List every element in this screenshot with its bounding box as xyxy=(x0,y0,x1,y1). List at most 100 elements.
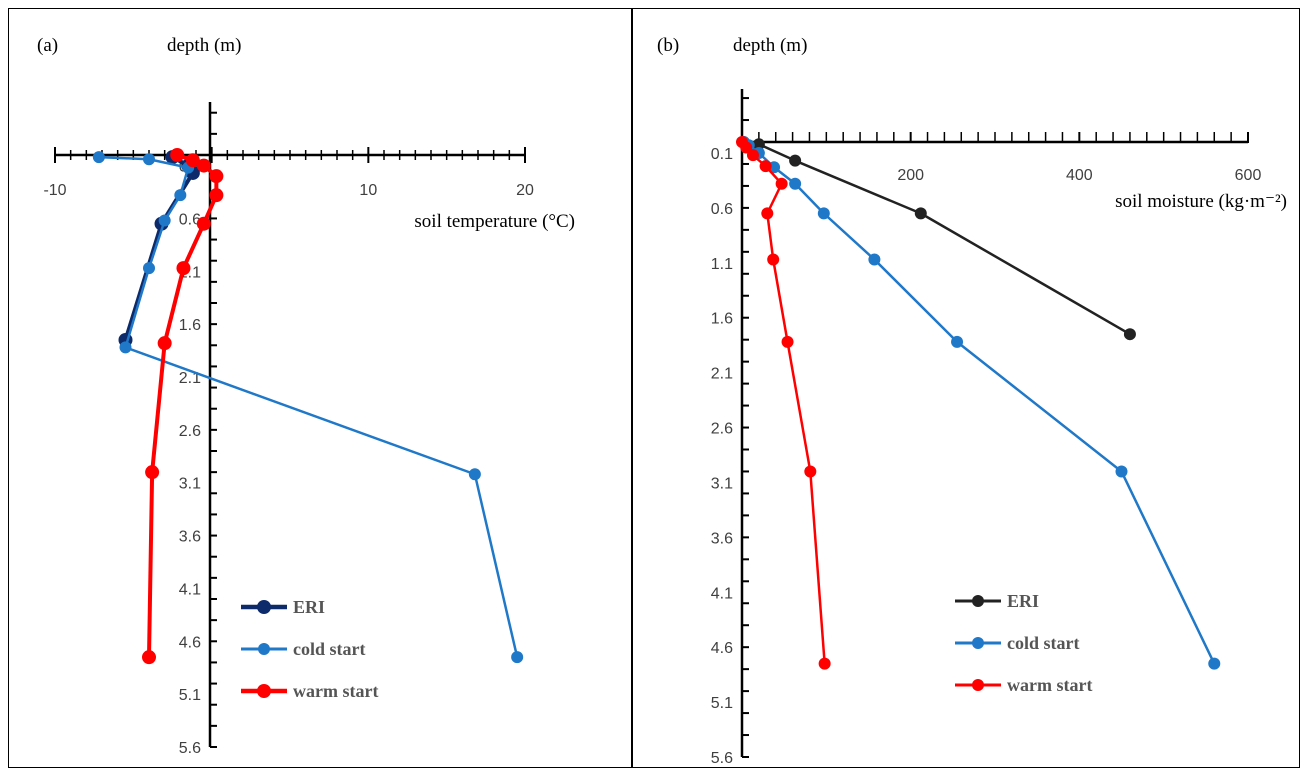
panel-label: (a) xyxy=(37,35,58,56)
legend-swatch-marker xyxy=(972,595,984,607)
series-line xyxy=(741,141,826,664)
data-point xyxy=(804,465,817,478)
legend-item: cold start xyxy=(241,639,365,659)
y-tick-label: 1.6 xyxy=(179,317,201,334)
series-layer xyxy=(92,148,524,665)
y-tick-label: 4.6 xyxy=(179,634,201,651)
data-point xyxy=(185,153,200,168)
data-point xyxy=(119,341,132,354)
data-point xyxy=(143,262,155,275)
y-tick-label: 1.1 xyxy=(711,256,733,273)
y-axis-title: depth (m) xyxy=(167,35,241,56)
legend-swatch-marker xyxy=(972,637,984,649)
data-point xyxy=(1115,465,1128,478)
y-tick-label: 4.6 xyxy=(711,640,733,657)
y-tick-label: 0.6 xyxy=(179,211,201,228)
axes: 0.10.61.11.62.12.63.13.64.14.65.15.6-101… xyxy=(43,102,534,757)
data-point xyxy=(142,650,156,665)
data-point xyxy=(511,651,524,664)
legend-label: cold start xyxy=(1007,633,1079,653)
data-point xyxy=(145,465,160,480)
data-point xyxy=(951,335,964,348)
series-warm-start xyxy=(142,148,224,665)
x-axis-title: soil moisture (kg·m⁻²) xyxy=(1115,191,1287,212)
x-tick-label: -10 xyxy=(43,182,66,199)
legend-swatch-marker xyxy=(257,600,271,614)
legend-label: cold start xyxy=(293,639,365,659)
data-point xyxy=(170,148,185,162)
data-point xyxy=(92,151,105,164)
y-tick-label: 3.6 xyxy=(711,530,733,547)
legend-label: warm start xyxy=(1007,675,1092,695)
data-point xyxy=(752,138,765,151)
data-point xyxy=(174,189,187,202)
data-point xyxy=(196,216,211,231)
data-point xyxy=(781,335,794,348)
data-point xyxy=(789,154,802,167)
legend: ERI cold start warm start xyxy=(955,591,1092,695)
data-point xyxy=(789,177,802,190)
data-point xyxy=(767,253,780,266)
legend-item: warm start xyxy=(241,681,378,701)
y-tick-label: 3.6 xyxy=(179,529,201,546)
data-point xyxy=(209,169,224,184)
data-point xyxy=(1208,657,1221,670)
x-tick-label: 20 xyxy=(516,182,534,199)
legend-item: ERI xyxy=(241,597,325,617)
data-point xyxy=(746,149,759,162)
data-point xyxy=(740,141,753,154)
legend-label: warm start xyxy=(293,681,378,701)
data-point xyxy=(914,207,927,220)
y-tick-label: 5.6 xyxy=(179,740,201,757)
data-point xyxy=(759,160,772,173)
panel-b-soil-moisture: (b) depth (m) soil moisture (kg·m⁻²) 0.1… xyxy=(632,8,1300,768)
series-line xyxy=(743,140,1216,665)
legend-swatch-marker xyxy=(257,684,271,698)
y-tick-label: 1.6 xyxy=(711,311,733,328)
legend-item: cold start xyxy=(955,633,1079,653)
legend-label: ERI xyxy=(293,597,325,617)
y-tick-label: 2.1 xyxy=(711,366,733,383)
data-point xyxy=(775,177,788,190)
series-cold-start xyxy=(737,136,1221,670)
series-line xyxy=(98,155,519,658)
series-layer xyxy=(736,136,1221,670)
moisture-chart: (b) depth (m) soil moisture (kg·m⁻²) 0.1… xyxy=(657,35,1287,767)
legend-label: ERI xyxy=(1007,591,1039,611)
y-tick-label: 2.6 xyxy=(711,421,733,438)
y-tick-label: 3.1 xyxy=(179,476,201,493)
data-point xyxy=(196,158,211,173)
legend-swatch-marker xyxy=(972,679,984,691)
y-tick-label: 4.1 xyxy=(179,581,201,598)
data-point xyxy=(868,253,881,266)
data-point xyxy=(468,468,481,481)
y-tick-label: 4.1 xyxy=(711,585,733,602)
data-point xyxy=(1123,328,1136,341)
y-tick-label: 2.1 xyxy=(179,370,201,387)
y-tick-label: 3.1 xyxy=(711,475,733,492)
legend-item: warm start xyxy=(955,675,1092,695)
axes: 0.1 0.6 1.1 1.6 2.1 2.6 3.1 3.6 4.1 4.6 5.1 5.6 200 4… xyxy=(711,89,1262,767)
x-tick-label: 10 xyxy=(359,182,377,199)
series-cold-start xyxy=(92,151,524,664)
x-axis-title: soil temperature (°C) xyxy=(414,211,575,232)
x-tick-label: 600 xyxy=(1235,167,1262,184)
panel-label: (b) xyxy=(657,35,679,56)
data-point xyxy=(761,207,774,220)
panel-a-soil-temperature: (a) depth (m) soil temperature (°C) 0.10… xyxy=(8,8,632,768)
y-tick-label: 2.6 xyxy=(179,423,201,440)
x-tick-label: 200 xyxy=(897,167,924,184)
x-tick-label: 400 xyxy=(1066,167,1093,184)
data-point xyxy=(209,188,224,203)
y-axis-title: depth (m) xyxy=(733,35,807,56)
temperature-chart: (a) depth (m) soil temperature (°C) 0.10… xyxy=(37,35,575,757)
data-point xyxy=(157,336,172,351)
y-tick-label: 0.1 xyxy=(711,146,733,163)
y-tick-label: 5.1 xyxy=(179,687,201,704)
legend-item: ERI xyxy=(955,591,1039,611)
y-tick-label: 5.1 xyxy=(711,695,733,712)
data-point xyxy=(143,153,155,166)
series-warm-start xyxy=(736,136,831,670)
data-point xyxy=(176,261,191,276)
data-point xyxy=(817,207,830,220)
